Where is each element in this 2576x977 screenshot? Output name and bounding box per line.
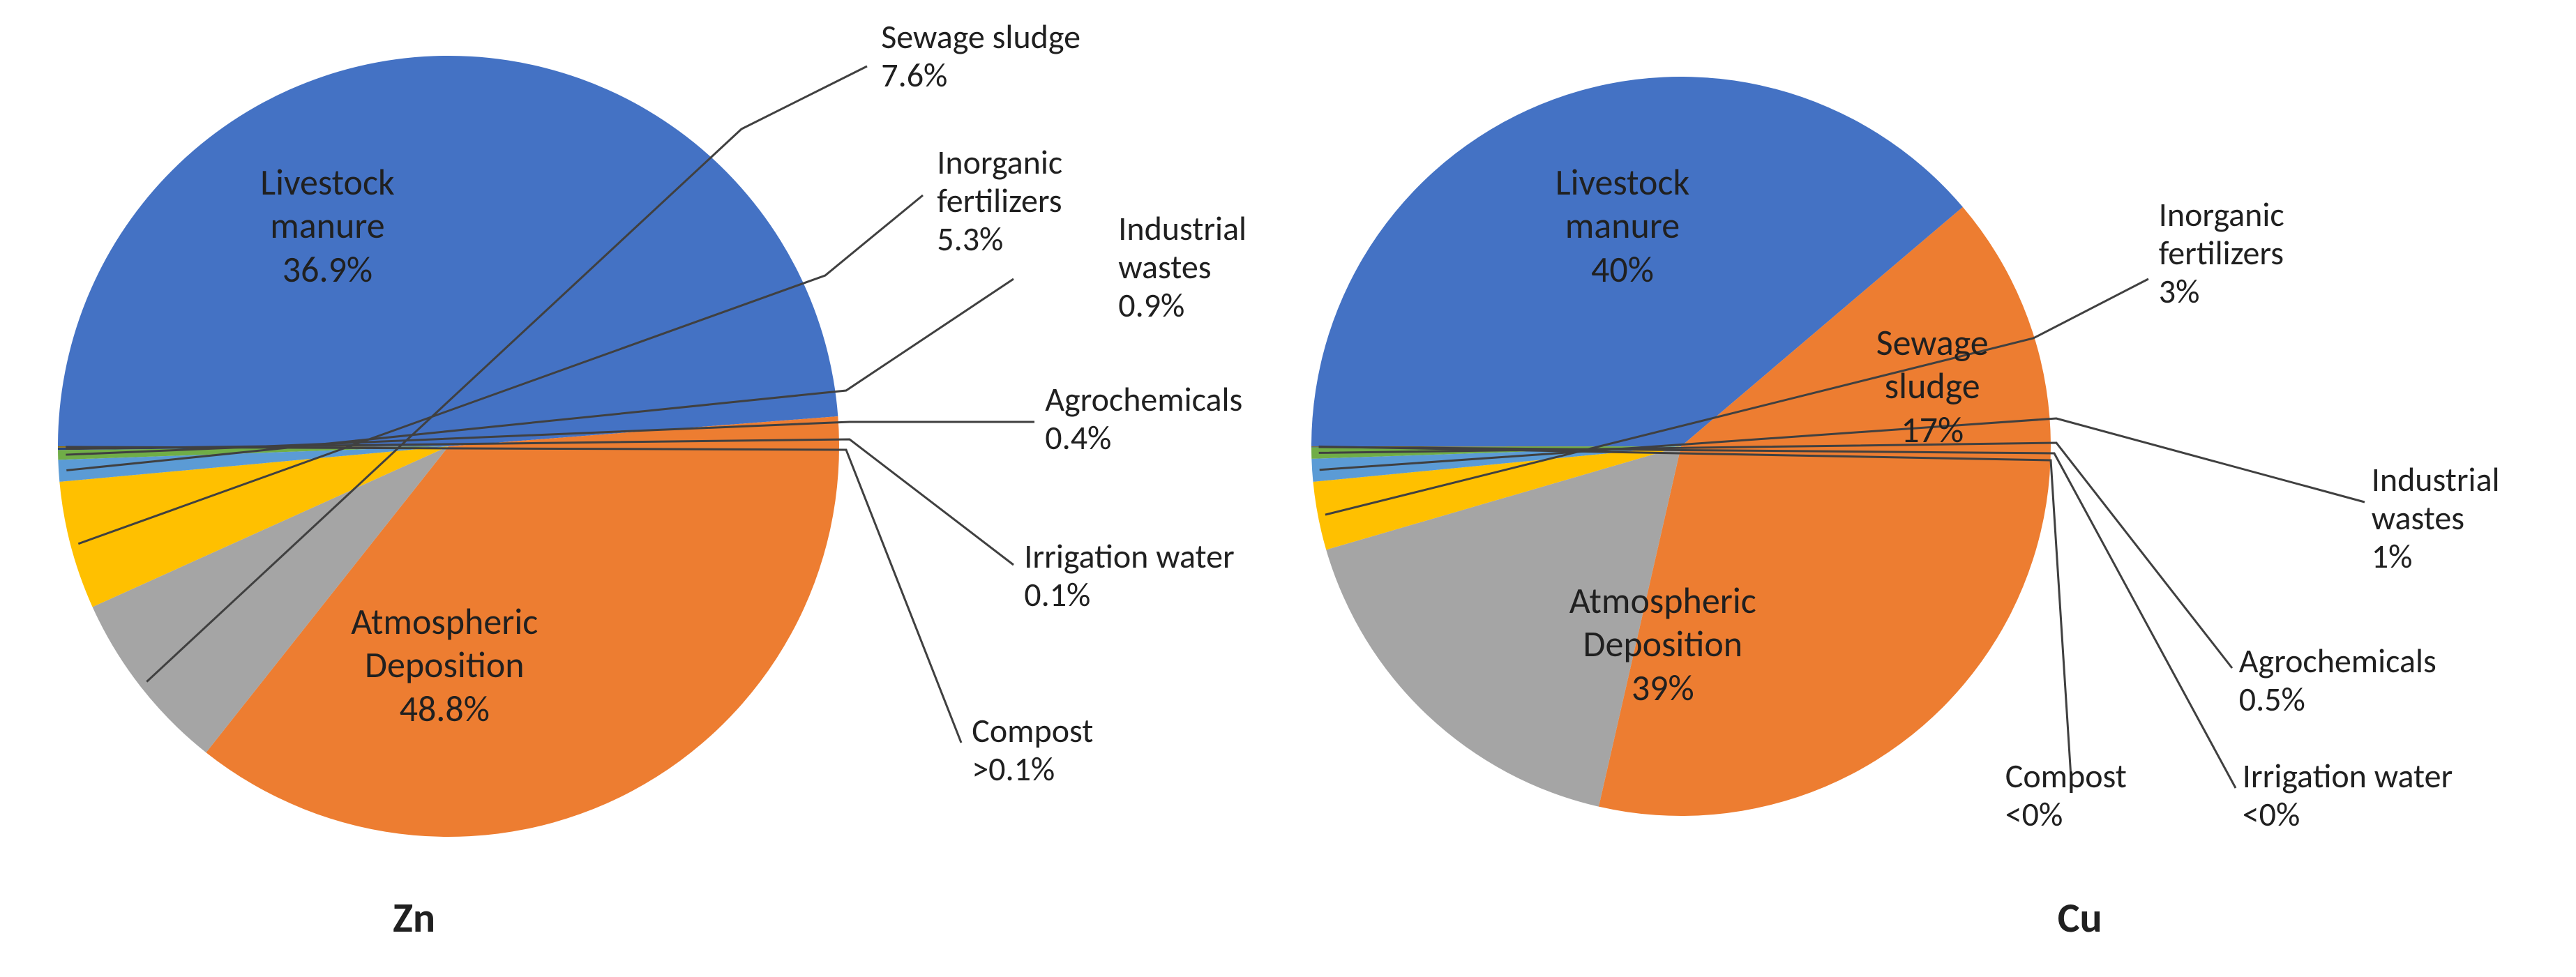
slice-value-text: 5.3% <box>937 220 1062 258</box>
chart-panel-cu: AtmosphericDeposition39% Livestockmanure4… <box>1304 0 2560 977</box>
slice-value-text: 40% <box>1556 248 1689 291</box>
slice-value-text: 3% <box>2159 272 2284 310</box>
callout-label-zn-3: Inorganicfertilizers5.3% <box>937 143 1062 259</box>
slice-label-text: Sewage sludge <box>881 17 1080 56</box>
pie-svg-zn <box>16 0 1272 977</box>
callout-label-zn-5: Agrochemicals0.4% <box>1045 380 1242 457</box>
callout-label-cu-5: Agrochemicals0.5% <box>2239 642 2436 718</box>
callout-label-zn-7: Compost>0.1% <box>972 711 1093 788</box>
slice-label-text: Irrigation water <box>2243 757 2453 795</box>
slice-label-text: Industrialwastes <box>1118 209 1246 286</box>
slice-value-text: <0% <box>2243 795 2453 833</box>
callout-label-cu-3: Inorganicfertilizers3% <box>2159 195 2284 311</box>
slice-label-text: Agrochemicals <box>2239 642 2436 680</box>
slice-value-text: 39% <box>1569 666 1756 709</box>
inside-label-cu-1: Livestockmanure40% <box>1556 160 1689 291</box>
slice-label-text: Irrigation water <box>1024 537 1234 575</box>
inside-label-cu-0: AtmosphericDeposition39% <box>1569 579 1756 709</box>
slice-value-text: <0% <box>2005 795 2127 833</box>
slice-label-text: Inorganicfertilizers <box>937 143 1062 220</box>
slice-value-text: 1% <box>2372 537 2500 575</box>
slice-label-text: Compost <box>2005 757 2127 795</box>
figure-container: AtmosphericDeposition48.8%Livestockmanur… <box>0 0 2576 977</box>
slice-label-text: AtmosphericDeposition <box>1569 579 1756 666</box>
slice-value-text: >0.1% <box>972 750 1093 788</box>
callout-label-cu-6: Irrigation water<0% <box>2243 757 2453 833</box>
pie-slice-zn-0 <box>58 56 838 446</box>
slice-label-text: Livestockmanure <box>1556 160 1689 248</box>
callout-label-zn-6: Irrigation water0.1% <box>1024 537 1234 614</box>
slice-value-text: 0.9% <box>1118 286 1246 324</box>
slice-value-text: 0.4% <box>1045 418 1242 457</box>
slice-value-text: 0.5% <box>2239 680 2436 718</box>
slice-label-text: Agrochemicals <box>1045 380 1242 418</box>
slice-value-text: 48.8% <box>351 687 538 730</box>
slice-label-text: Inorganicfertilizers <box>2159 195 2284 272</box>
slice-label-text: Sewagesludge <box>1876 321 1989 408</box>
slice-value-text: 7.6% <box>881 56 1080 94</box>
slice-label-text: Compost <box>972 711 1093 750</box>
inside-label-zn-0: AtmosphericDeposition48.8% <box>351 600 538 730</box>
slice-label-text: Livestockmanure <box>260 160 394 248</box>
chart-panel-zn: AtmosphericDeposition48.8% Livestockmanur… <box>16 0 1272 977</box>
slice-value-text: 36.9% <box>260 248 394 291</box>
slice-label-text: AtmosphericDeposition <box>351 600 538 687</box>
callout-label-cu-7: Compost<0% <box>2005 757 2127 833</box>
chart-title-cu: Cu <box>2058 893 2102 944</box>
callout-label-zn-4: Industrialwastes0.9% <box>1118 209 1246 325</box>
callout-label-cu-4: Industrialwastes1% <box>2372 460 2500 576</box>
slice-value-text: 17% <box>1876 408 1989 451</box>
slice-value-text: 0.1% <box>1024 575 1234 614</box>
callout-label-zn-2: Sewage sludge7.6% <box>881 17 1080 94</box>
inside-label-cu-2: Sewagesludge17% <box>1876 321 1989 451</box>
slice-label-text: Industrialwastes <box>2372 460 2500 537</box>
chart-title-zn: Zn <box>393 893 435 944</box>
inside-label-zn-1: Livestockmanure36.9% <box>260 160 394 291</box>
